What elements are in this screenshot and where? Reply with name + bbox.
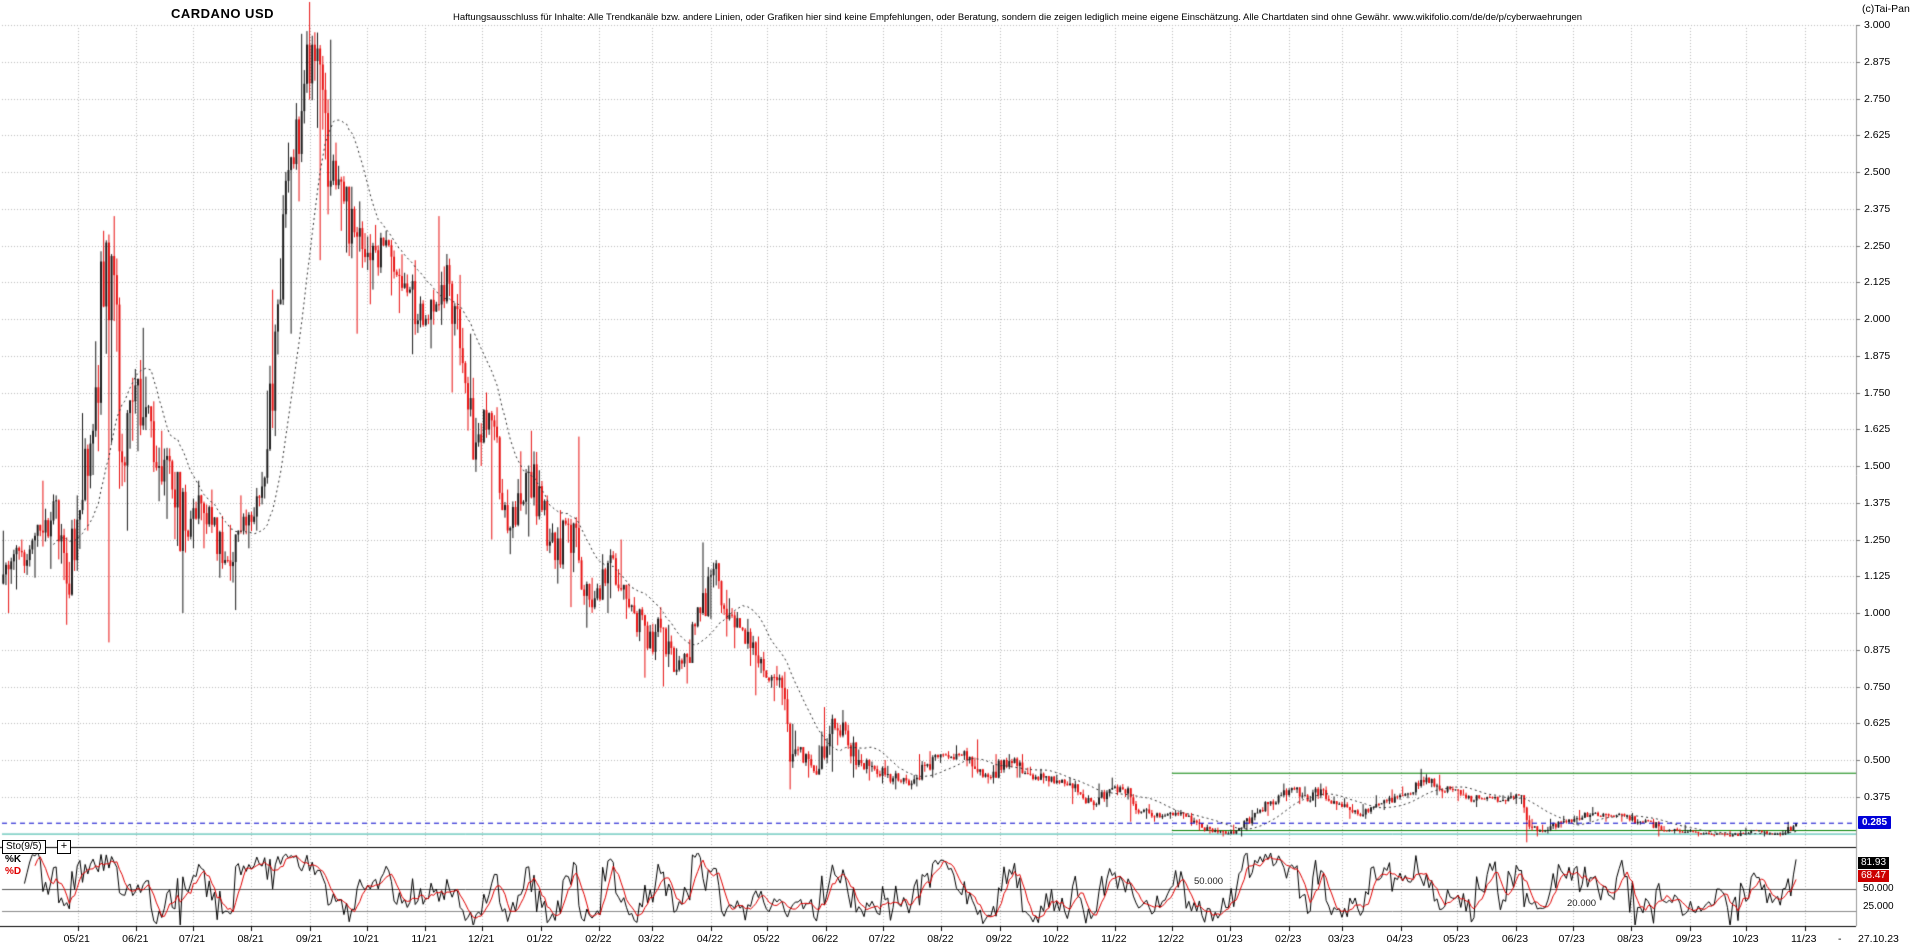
sto-settings-button[interactable]: Sto(9/5) xyxy=(2,840,46,854)
date-axis-label: 02/23 xyxy=(1275,933,1302,945)
price-axis-label: 0.875 xyxy=(1864,643,1891,656)
price-axis-label: 1.625 xyxy=(1864,423,1891,436)
date-axis-label: 02/22 xyxy=(585,933,612,945)
date-axis-label: 03/23 xyxy=(1327,933,1355,945)
date-axis-label: 11/22 xyxy=(1101,933,1127,945)
date-axis-dash: - xyxy=(1838,933,1842,945)
sto-d-value-tag: 68.47 xyxy=(1858,870,1890,882)
sto-k-value-tag: 81.93 xyxy=(1858,857,1890,869)
price-axis-label: 1.875 xyxy=(1864,349,1891,362)
price-axis-label: 2.250 xyxy=(1864,239,1891,252)
price-axis-label: 0.500 xyxy=(1864,754,1891,766)
price-axis-label: 1.375 xyxy=(1864,496,1891,509)
chart-title: CARDANO USD xyxy=(171,6,274,21)
current-price-tag: 0.285 xyxy=(1858,816,1892,830)
date-axis-label: 01/23 xyxy=(1216,933,1243,945)
price-axis-label: 2.750 xyxy=(1864,92,1891,105)
price-axis-label: 0.750 xyxy=(1864,680,1891,693)
date-axis-label: 09/22 xyxy=(985,933,1013,945)
copyright-label: (c)Tai-Pan xyxy=(1862,3,1910,15)
date-axis-label: 01/22 xyxy=(526,933,553,945)
date-axis-label: 06/23 xyxy=(1501,933,1529,945)
date-axis-label: 07/21 xyxy=(178,933,206,945)
date-axis-label: 03/22 xyxy=(638,933,665,945)
date-axis-label: 08/21 xyxy=(237,933,264,945)
date-axis-label: 11/21 xyxy=(411,933,437,945)
price-axis-label: 0.375 xyxy=(1864,790,1891,803)
price-axis-label: 2.375 xyxy=(1864,202,1891,215)
date-axis-label: 05/22 xyxy=(753,933,780,945)
date-axis-label: 07/22 xyxy=(868,933,895,945)
date-axis-label: 08/22 xyxy=(927,933,954,945)
price-axis-label: 2.125 xyxy=(1864,276,1891,289)
d-line-label: %D xyxy=(5,866,22,877)
date-axis-label: 07/23 xyxy=(1558,933,1585,945)
disclaimer-text: Haftungsausschluss für Inhalte: Alle Tre… xyxy=(453,12,1583,23)
last-date-label: 27.10.23 xyxy=(1858,933,1899,945)
price-axis-label: 1.500 xyxy=(1864,460,1891,472)
price-axis-label: 0.625 xyxy=(1864,717,1891,730)
sto-level-50-label: 50.000 xyxy=(1194,876,1224,887)
date-axis-label: 05/21 xyxy=(63,933,90,945)
sto-mid-scale-label: 50.000 xyxy=(1863,883,1894,894)
date-axis-label: 09/21 xyxy=(296,933,323,945)
date-axis-label: 05/23 xyxy=(1443,933,1470,945)
price-axis-label: 2.875 xyxy=(1864,55,1891,68)
price-axis-label: 3.000 xyxy=(1864,19,1891,31)
date-axis-label: 10/22 xyxy=(1042,933,1069,945)
sto-low-scale-label: 25.000 xyxy=(1863,901,1894,912)
date-axis-label: 12/21 xyxy=(468,933,495,945)
date-axis-label: 06/21 xyxy=(122,933,149,945)
price-axis-label: 2.500 xyxy=(1864,166,1891,178)
sto-add-button[interactable]: + xyxy=(57,840,71,854)
price-axis-label: 1.125 xyxy=(1864,570,1891,583)
date-axis-label: 10/23 xyxy=(1732,933,1759,945)
price-axis-label: 1.750 xyxy=(1864,386,1891,399)
sto-level-20-label: 20.000 xyxy=(1567,898,1597,909)
date-axis-label: 06/22 xyxy=(812,933,839,945)
k-line-label: %K xyxy=(5,854,22,865)
date-axis-label: 08/23 xyxy=(1617,933,1644,945)
date-axis-label: 12/22 xyxy=(1157,933,1185,945)
date-axis-label: 10/21 xyxy=(352,933,380,945)
price-axis-label: 1.250 xyxy=(1864,533,1891,546)
date-axis-label: 04/23 xyxy=(1386,933,1413,945)
date-axis-label: 04/22 xyxy=(696,933,723,945)
price-axis-label: 2.000 xyxy=(1864,313,1891,325)
price-axis-label: 1.000 xyxy=(1864,607,1891,619)
date-axis-label: 11/23 xyxy=(1790,933,1817,945)
date-axis-label: 09/23 xyxy=(1675,933,1702,945)
price-axis-label: 2.625 xyxy=(1864,129,1891,142)
